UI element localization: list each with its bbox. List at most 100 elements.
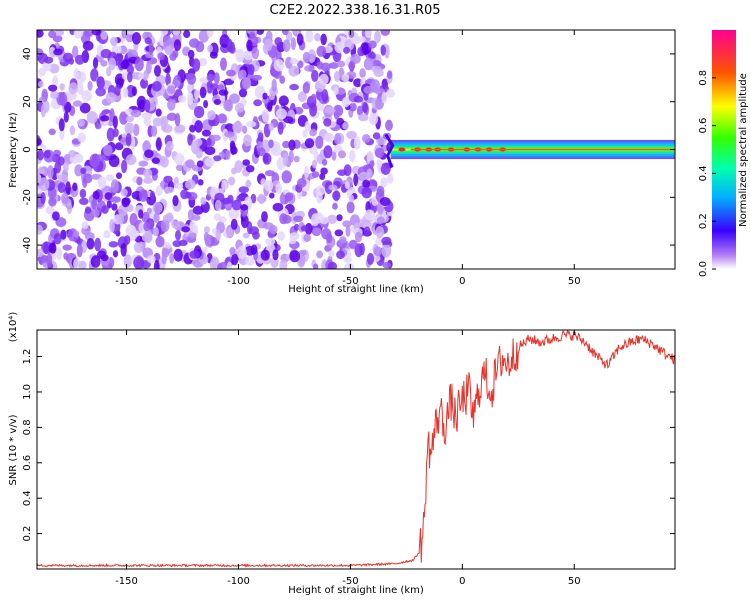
y-tick-label: -40 xyxy=(22,237,33,253)
snr-series-line xyxy=(37,330,675,568)
noise-blob xyxy=(320,62,331,72)
noise-blob xyxy=(48,30,57,39)
noise-blob xyxy=(84,206,92,214)
noise-blob xyxy=(365,30,372,39)
noise-blob xyxy=(62,244,72,251)
noise-blob xyxy=(327,214,337,224)
noise-blob xyxy=(92,208,100,218)
noise-blob xyxy=(279,75,286,84)
noise-blob xyxy=(114,84,121,96)
noise-blob xyxy=(380,30,390,36)
noise-blob xyxy=(198,30,209,43)
noise-blob xyxy=(65,181,71,196)
noise-blob xyxy=(354,231,362,243)
noise-blob xyxy=(229,247,236,256)
noise-blob xyxy=(199,86,207,99)
x-tick-label: 50 xyxy=(568,576,581,587)
colorbar-tick-label: 0.0 xyxy=(698,261,709,277)
noise-blob xyxy=(74,54,85,65)
noise-blob xyxy=(359,242,365,256)
noise-blob xyxy=(213,99,222,105)
noise-blob xyxy=(336,214,343,222)
noise-blob xyxy=(167,85,176,94)
noise-blob xyxy=(105,174,115,181)
noise-blob xyxy=(37,138,42,146)
noise-blob xyxy=(332,202,338,210)
noise-blob xyxy=(380,45,386,56)
noise-blob xyxy=(100,60,108,67)
noise-blob xyxy=(336,60,346,68)
noise-blob xyxy=(320,33,328,46)
noise-blob xyxy=(54,161,62,174)
noise-blob xyxy=(77,132,87,143)
noise-blob xyxy=(379,197,391,207)
y-tick-label: 20 xyxy=(22,95,33,108)
noise-blob xyxy=(361,134,371,143)
noise-blob xyxy=(382,261,392,269)
x-tick-label: -50 xyxy=(342,276,358,287)
noise-blob xyxy=(142,71,148,81)
noise-blob xyxy=(112,250,119,258)
noise-blob xyxy=(172,49,179,59)
noise-blob xyxy=(271,78,277,92)
noise-blob xyxy=(235,48,245,63)
noise-blob xyxy=(73,30,84,39)
noise-blob xyxy=(118,213,124,225)
noise-blob xyxy=(226,227,233,239)
noise-blob xyxy=(278,95,289,106)
noise-blob xyxy=(230,218,238,230)
noise-blob xyxy=(342,122,349,130)
noise-blob xyxy=(194,89,200,100)
noise-blob xyxy=(249,226,259,236)
noise-blob xyxy=(341,73,350,83)
noise-blob xyxy=(104,192,113,201)
noise-blob xyxy=(77,81,84,95)
heatmap-ylabel: Frequency (Hz) xyxy=(8,112,19,188)
noise-blob xyxy=(77,119,85,127)
x-tick-label: -100 xyxy=(227,276,250,287)
noise-blob xyxy=(155,137,162,151)
noise-blob xyxy=(83,173,93,184)
noise-blob xyxy=(155,185,163,197)
noise-blob xyxy=(211,134,221,141)
noise-blob xyxy=(95,123,102,130)
noise-blob xyxy=(133,241,144,254)
noise-blob xyxy=(118,204,128,217)
noise-blob xyxy=(349,194,355,203)
noise-blob xyxy=(63,161,69,173)
noise-blob xyxy=(144,99,151,113)
noise-blob xyxy=(97,176,107,189)
y-tick-label: 40 xyxy=(22,48,33,61)
noise-blob xyxy=(268,123,274,131)
noise-blob xyxy=(120,188,128,197)
y-tick-label: 0.2 xyxy=(22,526,33,542)
heatmap-marks xyxy=(37,30,675,269)
noise-blob xyxy=(232,121,243,134)
noise-blob xyxy=(49,247,56,254)
noise-blob xyxy=(226,261,233,269)
noise-blob xyxy=(197,179,204,186)
noise-blob xyxy=(82,40,94,51)
noise-blob xyxy=(72,45,79,59)
noise-blob xyxy=(115,142,124,151)
noise-blob xyxy=(206,74,215,82)
noise-blob xyxy=(110,196,121,203)
noise-blob xyxy=(105,92,116,104)
noise-blob xyxy=(282,153,289,167)
noise-blob xyxy=(272,202,284,212)
noise-blob xyxy=(282,39,291,52)
noise-blob xyxy=(226,38,233,53)
noise-blob xyxy=(189,124,196,133)
noise-blob xyxy=(363,85,375,95)
noise-blob xyxy=(345,225,351,237)
noise-blob xyxy=(364,209,375,221)
noise-blob xyxy=(289,83,299,91)
noise-blob xyxy=(206,80,214,94)
noise-blob xyxy=(251,74,262,81)
noise-blob xyxy=(356,36,366,43)
noise-blob xyxy=(160,30,169,36)
noise-blob xyxy=(304,222,313,235)
noise-blob xyxy=(230,146,238,155)
noise-blob xyxy=(375,226,385,239)
noise-blob xyxy=(163,186,175,194)
